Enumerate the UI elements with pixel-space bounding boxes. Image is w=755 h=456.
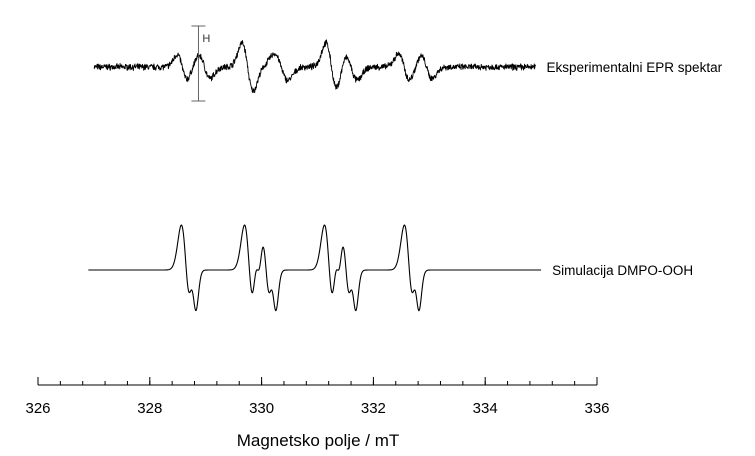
x-tick-label: 326: [25, 400, 50, 417]
x-tick-label: 336: [584, 400, 609, 417]
annotation-group: H: [191, 25, 210, 102]
x-tick-label: 330: [249, 400, 274, 417]
series-line: [88, 224, 542, 312]
amplitude-label: H: [202, 33, 210, 45]
x-tick-label: 328: [137, 400, 162, 417]
series-label: Simulacija DMPO-OOH: [552, 263, 693, 278]
x-axis: 326 328 330 332 334 336: [25, 377, 610, 417]
x-tick-label: 334: [473, 400, 498, 417]
x-tick-label: 332: [361, 400, 386, 417]
series-line: [93, 39, 536, 94]
x-axis-label: Magnetsko polje / mT: [237, 431, 400, 450]
traces-group: Eksperimentalni EPR spektar Simulacija DM…: [88, 39, 723, 312]
series-label: Eksperimentalni EPR spektar: [547, 60, 723, 75]
